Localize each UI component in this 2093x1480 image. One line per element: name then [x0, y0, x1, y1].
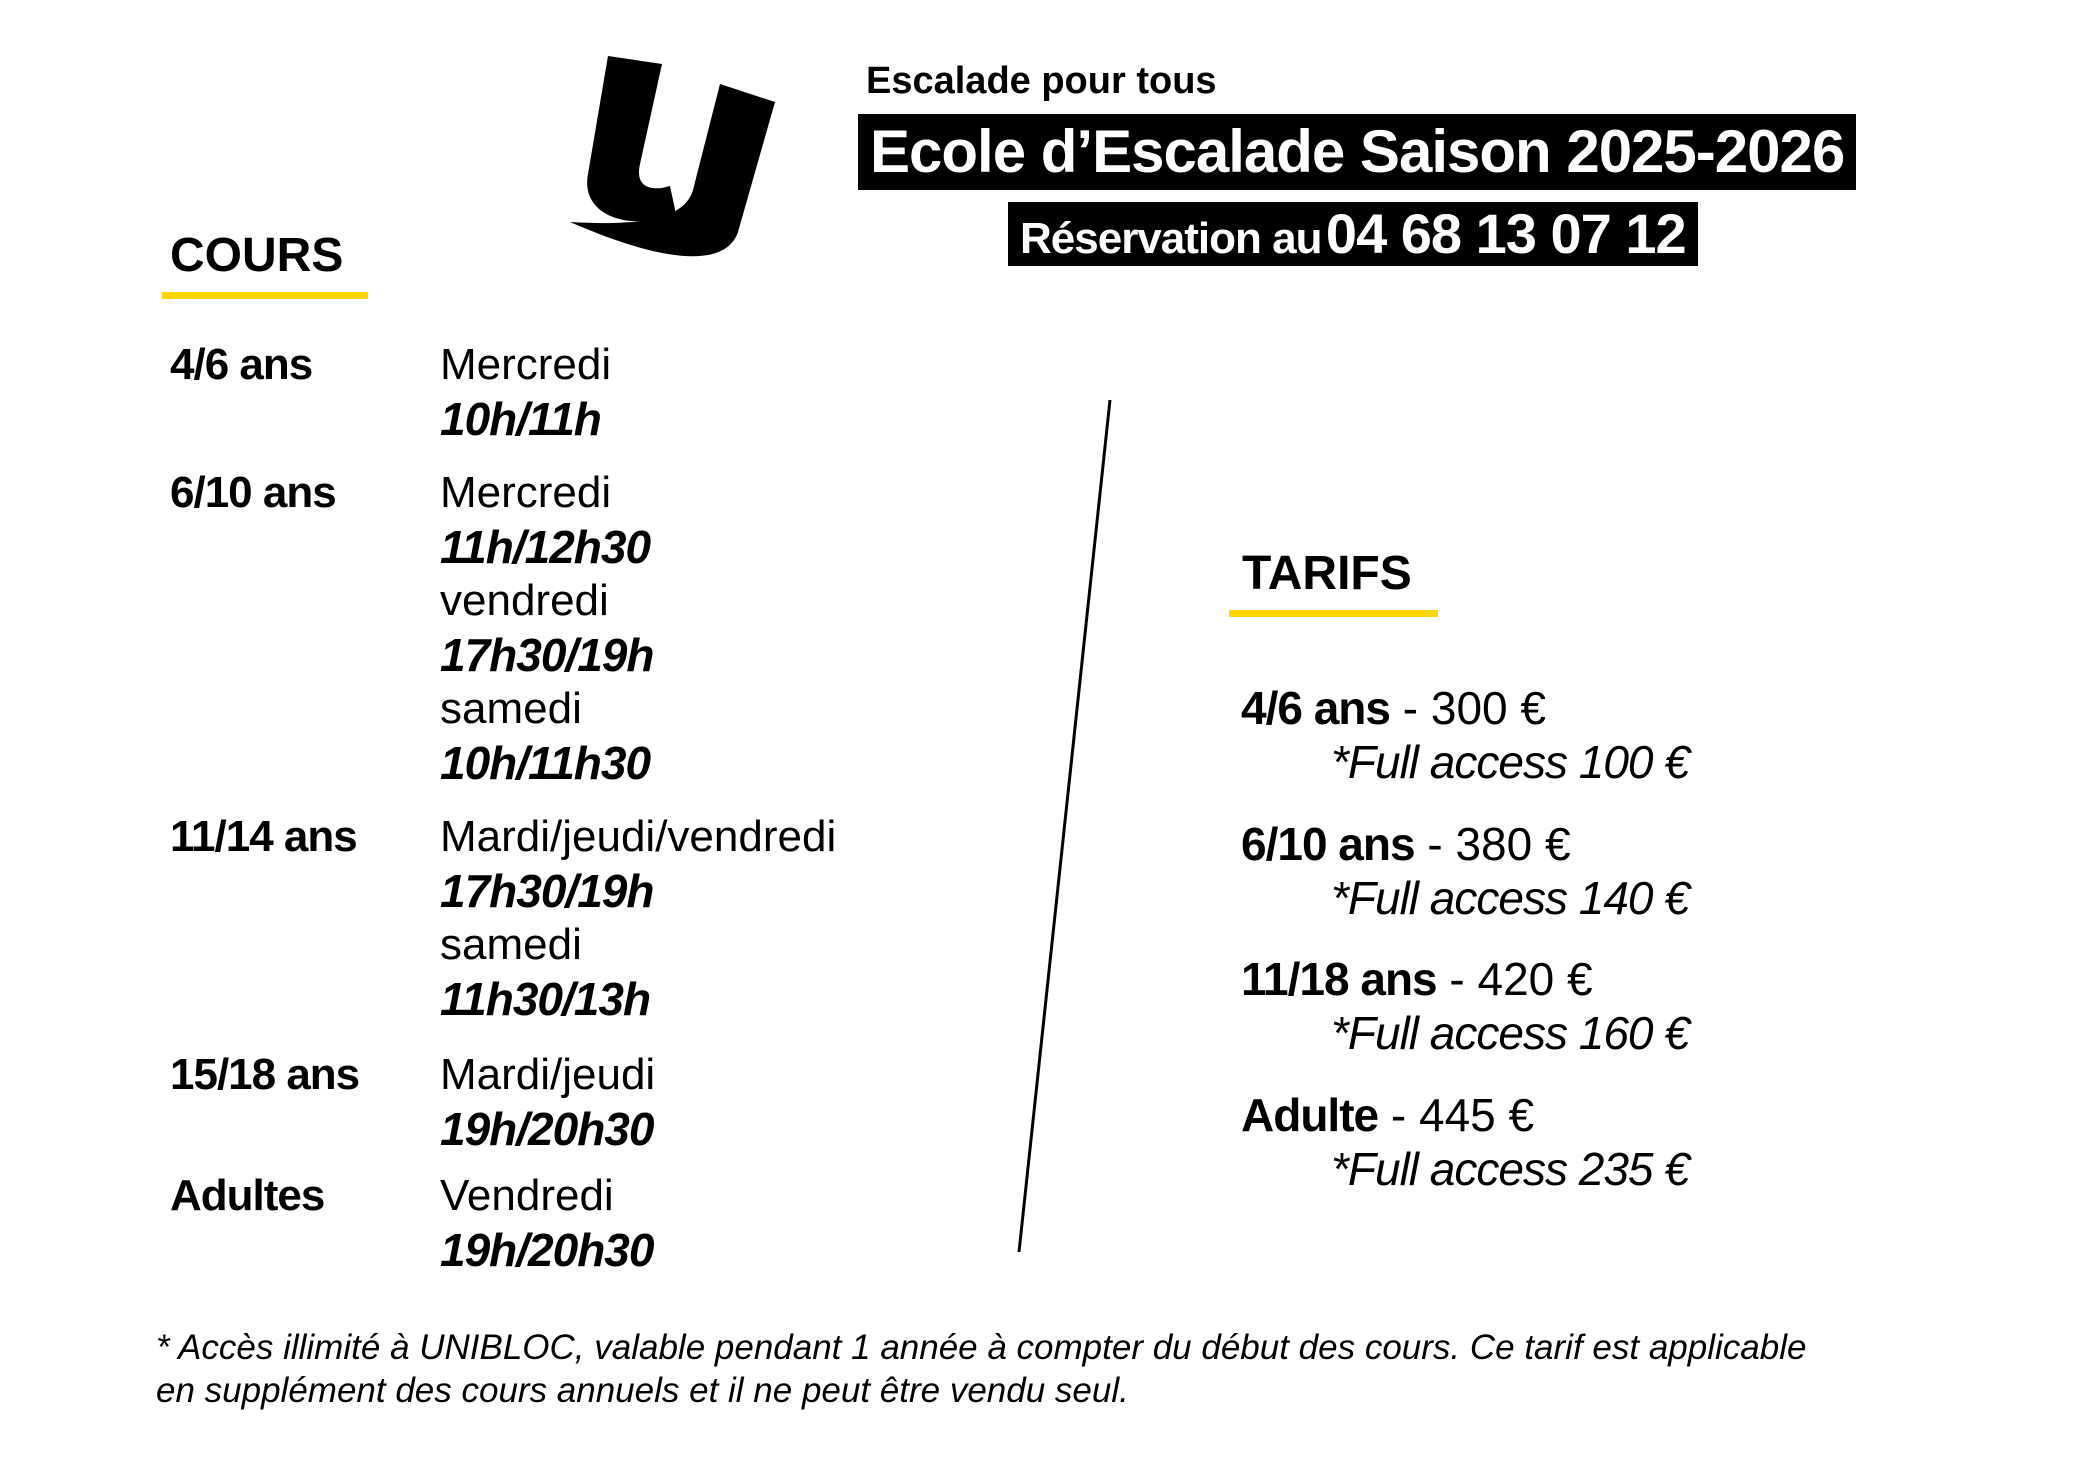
- schedule-time: 10h/11h: [440, 393, 602, 445]
- cours-age-6-10: 6/10 ans: [170, 468, 337, 517]
- tarif-item-6-10: 6/10 ans - 380 € *Full access 140 €: [1241, 817, 1690, 925]
- tarif-item-4-6: 4/6 ans - 300 € *Full access 100 €: [1241, 681, 1690, 789]
- page-title: Ecole d’Escalade Saison 2025-2026: [858, 114, 1857, 190]
- unibloc-u-logo-icon: [570, 56, 775, 257]
- cours-schedule-4-6: Mercredi 10h/11h: [440, 338, 611, 446]
- footnote: * Accès illimité à UNIBLOC, valable pend…: [156, 1326, 1956, 1412]
- schedule-time: 11h30/13h: [440, 973, 651, 1025]
- tarif-price: - 445 €: [1378, 1089, 1535, 1141]
- footnote-line: en supplément des cours annuels et il ne…: [156, 1371, 1129, 1410]
- tarif-full-access: *Full access 235 €: [1331, 1143, 1690, 1195]
- tarif-full-access: *Full access 140 €: [1331, 872, 1690, 924]
- reservation-bar: Réservation au 04 68 13 07 12: [1008, 202, 1698, 266]
- tarif-age: Adulte: [1241, 1089, 1379, 1141]
- cours-schedule-6-10: Mercredi 11h/12h30 vendredi 17h30/19h sa…: [440, 466, 654, 790]
- tarifs-underline: [1229, 610, 1438, 617]
- tarif-age: 6/10 ans: [1241, 818, 1416, 870]
- schedule-day: Mercredi: [440, 468, 612, 517]
- schedule-time: 11h/12h30: [440, 521, 651, 573]
- tarif-age: 11/18 ans: [1241, 953, 1438, 1005]
- cours-underline: [162, 292, 368, 299]
- schedule-day: samedi: [440, 684, 582, 733]
- schedule-time: 17h30/19h: [440, 865, 654, 917]
- cours-age-4-6: 4/6 ans: [170, 340, 313, 389]
- footnote-line: * Accès illimité à UNIBLOC, valable pend…: [156, 1328, 1807, 1367]
- cours-schedule-adultes: Vendredi 19h/20h30: [440, 1169, 654, 1277]
- cours-schedule-11-14: Mardi/jeudi/vendredi 17h30/19h samedi 11…: [440, 810, 836, 1026]
- schedule-day: vendredi: [440, 576, 609, 625]
- header-kicker: Escalade pour tous: [866, 60, 1217, 102]
- schedule-day: samedi: [440, 920, 582, 969]
- tarif-age: 4/6 ans: [1241, 682, 1391, 734]
- schedule-day: Mardi/jeudi/vendredi: [440, 812, 837, 861]
- tarifs-title: TARIFS: [1242, 547, 1412, 600]
- schedule-time: 10h/11h30: [440, 737, 651, 789]
- cours-schedule-15-18: Mardi/jeudi 19h/20h30: [440, 1048, 655, 1156]
- cours-age-15-18: 15/18 ans: [170, 1050, 360, 1099]
- tarif-price: - 300 €: [1390, 682, 1546, 734]
- cours-age-11-14: 11/14 ans: [170, 812, 358, 861]
- schedule-time: 19h/20h30: [440, 1103, 654, 1155]
- reservation-label: Réservation au: [1020, 214, 1322, 263]
- tarif-item-adulte: Adulte - 445 € *Full access 235 €: [1241, 1088, 1690, 1196]
- schedule-day: Vendredi: [440, 1171, 614, 1220]
- tarif-price: - 420 €: [1436, 953, 1593, 1005]
- tarif-full-access: *Full access 100 €: [1331, 736, 1690, 788]
- cours-title: COURS: [170, 229, 344, 282]
- schedule-time: 19h/20h30: [440, 1224, 654, 1276]
- schedule-day: Mardi/jeudi: [440, 1050, 656, 1099]
- tarif-item-11-18: 11/18 ans - 420 € *Full access 160 €: [1241, 952, 1690, 1060]
- cours-age-adultes: Adultes: [170, 1171, 325, 1220]
- reservation-phone: 04 68 13 07 12: [1325, 202, 1687, 265]
- tarif-price: - 380 €: [1414, 818, 1571, 870]
- schedule-time: 17h30/19h: [440, 629, 654, 681]
- schedule-day: Mercredi: [440, 340, 612, 389]
- tarif-full-access: *Full access 160 €: [1331, 1007, 1690, 1059]
